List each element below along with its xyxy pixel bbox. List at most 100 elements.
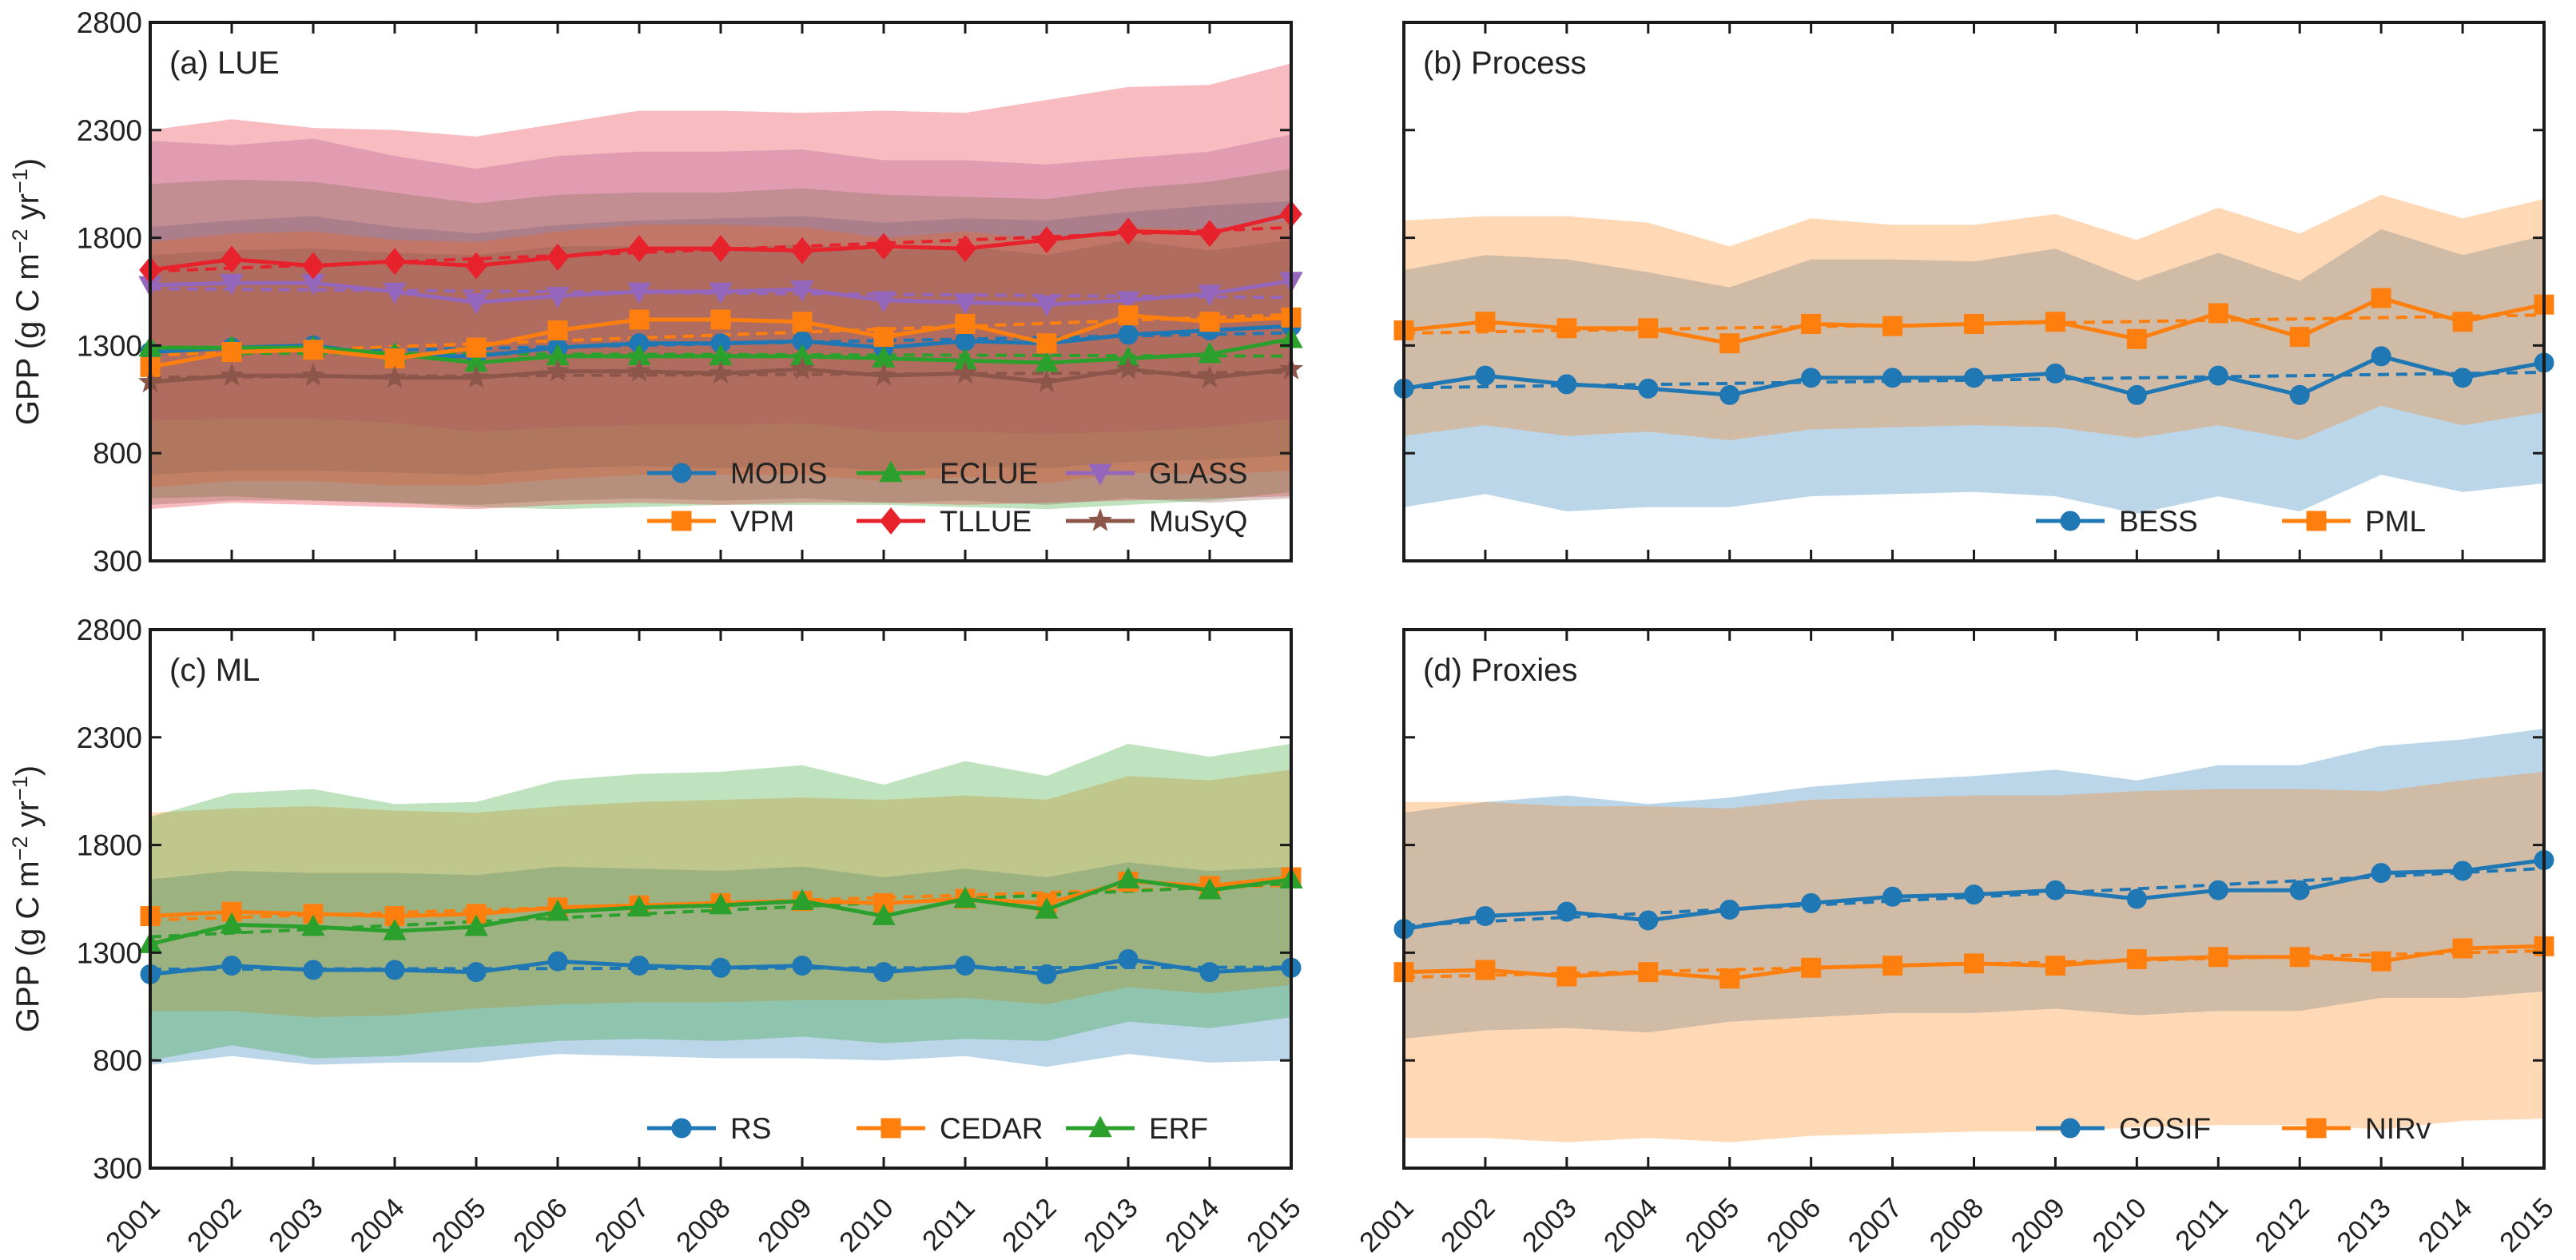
point-pml-2014 (2452, 312, 2473, 332)
point-modis-2011 (955, 331, 976, 352)
point-musyq-2010 (871, 363, 896, 386)
point-pml-2002 (1475, 312, 1496, 332)
point-tllue-2013 (1117, 217, 1139, 245)
legend-marker (671, 511, 692, 531)
point-vpm-2002 (221, 341, 242, 362)
point-pml-2007 (1882, 316, 1903, 336)
legend-marker (2306, 511, 2327, 531)
point-pml-2006 (1801, 313, 1822, 334)
chart-panel-1: 300 800 1300 1800 2300 2800 (a) LUE MODIS ECLUE G… (77, 6, 1304, 578)
legend: RS CEDAR ERF (647, 1112, 1208, 1145)
legend-marker (880, 507, 902, 535)
legend-label: VPM (730, 505, 794, 538)
point-erf-2002 (220, 912, 244, 934)
point-pml-2004 (1638, 318, 1659, 339)
x-tick-label: 2013 (2331, 1192, 2397, 1258)
panel-title: (b) Process (1423, 46, 1587, 81)
x-tick-label: 2011 (916, 1192, 981, 1257)
x-tick-label: 2005 (426, 1192, 492, 1258)
y-tick-label: 2800 (77, 614, 142, 646)
y-tick-label: 800 (93, 1044, 142, 1077)
x-tick-label: 2013 (1078, 1192, 1144, 1258)
point-tllue-2011 (954, 235, 976, 263)
point-rs-2003 (303, 960, 324, 980)
legend-marker (1087, 508, 1113, 531)
point-pml-2003 (1556, 318, 1577, 339)
point-tllue-2002 (221, 245, 243, 273)
y-tick-label: 2300 (77, 114, 142, 147)
y-tick-label: 300 (93, 545, 142, 578)
point-erf-2005 (464, 914, 488, 936)
point-vpm-2009 (792, 312, 813, 332)
ylabel-superscript: −2 (8, 229, 32, 253)
ylabel-superscript: −2 (8, 836, 32, 861)
ylabel-superscript: −1 (8, 169, 32, 193)
point-tllue-2006 (547, 243, 569, 271)
y-tick-label: 800 (93, 437, 142, 470)
point-rs-2012 (1036, 964, 1057, 984)
point-musyq-2012 (1034, 369, 1059, 393)
point-rs-2013 (1118, 948, 1139, 969)
legend: MODIS ECLUE GLASS VPM TLLUE MuSyQ (647, 457, 1247, 538)
point-bess-2012 (2289, 384, 2310, 405)
point-glass-2012 (1035, 295, 1059, 317)
point-nirv-2012 (2289, 947, 2310, 968)
uncertainty-bands (1404, 729, 2544, 1143)
point-gosif-2008 (1964, 884, 1984, 905)
point-tllue-2005 (465, 252, 487, 280)
point-erf-2009 (790, 888, 814, 910)
point-tllue-2007 (628, 235, 650, 263)
legend-marker (671, 463, 692, 483)
point-glass-2002 (220, 273, 244, 296)
point-modis-2013 (1118, 324, 1139, 345)
x-tick-label: 2009 (2005, 1192, 2071, 1258)
point-bess-2014 (2452, 368, 2473, 388)
point-vpm-2004 (384, 348, 405, 369)
point-vpm-2014 (1199, 312, 1220, 332)
point-rs-2002 (221, 956, 242, 976)
point-gosif-2010 (2126, 888, 2147, 909)
point-rs-2007 (629, 956, 650, 976)
point-bess-2013 (2371, 346, 2391, 367)
point-bess-2007 (1882, 368, 1903, 388)
point-gosif-2006 (1801, 892, 1822, 913)
point-nirv-2006 (1801, 957, 1822, 978)
x-tick-label: 2010 (833, 1192, 900, 1258)
point-tllue-2010 (873, 233, 895, 260)
y-axis-label: GPP (g C m−2 yr−1) (8, 765, 46, 1032)
legend-marker (879, 460, 903, 483)
ylabel-mid: yr (10, 801, 46, 836)
point-vpm-2012 (1036, 333, 1057, 354)
point-tllue-2008 (710, 235, 732, 263)
legend-label: NIRv (2365, 1112, 2431, 1145)
point-erf-2010 (872, 904, 896, 925)
point-gosif-2014 (2452, 861, 2473, 881)
point-glass-2005 (464, 293, 488, 315)
point-rs-2008 (710, 957, 731, 978)
point-musyq-2009 (789, 356, 815, 380)
point-erf-2006 (546, 899, 570, 921)
point-glass-2008 (709, 282, 733, 304)
x-tick-label: 2010 (2086, 1192, 2153, 1258)
point-erf-2007 (627, 895, 651, 917)
point-nirv-2002 (1475, 960, 1496, 980)
point-nirv-2008 (1964, 953, 1984, 974)
point-gosif-2012 (2289, 880, 2310, 900)
point-gosif-2004 (1638, 910, 1659, 931)
band-gosif (1404, 729, 2544, 1039)
x-tick-label: 2012 (2249, 1192, 2316, 1258)
x-tick-label: 2004 (1598, 1192, 1664, 1258)
x-tick-label: 2008 (670, 1192, 737, 1258)
legend-label: TLLUE (940, 505, 1032, 538)
legend-label: RS (730, 1112, 771, 1145)
point-vpm-2011 (955, 313, 976, 334)
point-nirv-2013 (2371, 951, 2391, 972)
point-nirv-2005 (1719, 968, 1740, 989)
x-tick-label: 2001 (100, 1192, 166, 1258)
legend-label: GLASS (1149, 457, 1247, 490)
ylabel-superscript: −1 (8, 776, 32, 801)
panel-title: (c) ML (169, 653, 260, 688)
point-nirv-2003 (1556, 966, 1577, 987)
point-tllue-2014 (1199, 220, 1221, 248)
point-rs-2010 (873, 962, 894, 983)
